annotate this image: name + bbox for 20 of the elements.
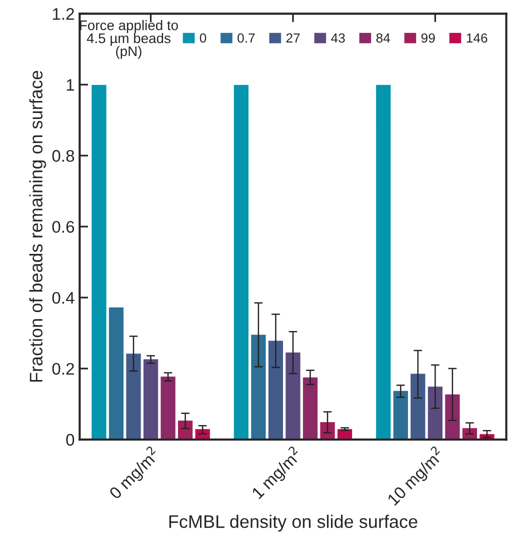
legend-label: 0: [200, 33, 206, 43]
y-axis-title: Fraction of beads remaining on surface: [29, 70, 46, 382]
legend-title: Force applied to 4.5 µm beads (pN): [80, 20, 178, 59]
y-tick-label: 0.4: [52, 292, 74, 304]
x-axis-title: FcMBL density on slide surface: [169, 514, 418, 532]
x-tick-label: 0 mg/m$^{2}$: [106, 446, 163, 502]
y-tick-label: 0.2: [52, 362, 74, 375]
legend-label: 27: [286, 33, 300, 43]
legend-label: 84: [376, 33, 390, 43]
legend-label: 146: [466, 33, 488, 43]
y-tick-label: 1: [66, 79, 74, 91]
legend-label: 99: [421, 33, 435, 43]
x-tick-label: 1 mg/m$^{2}$: [248, 446, 305, 502]
y-tick-label: 0.6: [52, 220, 74, 233]
legend-label: 43: [331, 33, 345, 43]
x-tick-label: 10 mg/m$^{2}$: [384, 446, 448, 508]
y-tick-label: 1.2: [52, 8, 74, 20]
legend-label: 0.7: [238, 33, 255, 43]
y-tick-label: 0: [66, 434, 74, 446]
y-tick-label: 0.8: [52, 150, 74, 162]
